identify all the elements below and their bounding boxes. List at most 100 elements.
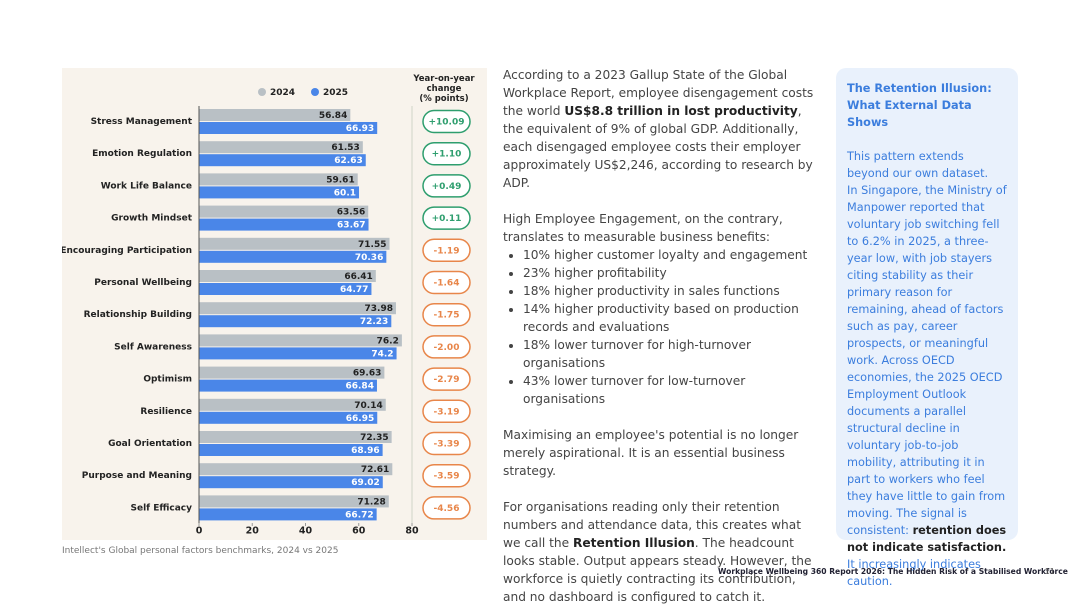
change-pill [422,367,471,391]
text-run: It increasingly indicates caution. [847,558,981,588]
category-label: Self Efficacy [130,503,192,513]
text-run: , the equivalent of 9% of global GDP. Ad… [503,104,813,190]
bar [199,379,377,392]
x-tick-label: 80 [405,526,419,537]
bullet-item: 18% higher productivity in sales functio… [523,282,821,300]
bar [199,283,372,295]
bar [199,141,363,154]
change-label: -1.19 [434,246,460,256]
bar [199,270,376,282]
value-label: 63.67 [337,221,365,231]
value-label: 66.95 [346,414,374,424]
category-label: Encouraging Participation [62,246,192,256]
text-run: High Employee Engagement, on the contrar… [503,212,783,244]
bar [199,508,377,521]
body-text: According to a 2023 Gallup State of the … [503,66,821,608]
sidebar-paragraph: This pattern extends beyond our own data… [847,148,1007,182]
bar [199,431,392,443]
x-tick-label: 20 [246,526,260,537]
legend-swatch [258,88,266,96]
bar [199,250,387,263]
change-label: -2.00 [434,343,460,353]
value-label: 66.93 [346,124,374,134]
bold-text: Retention Illusion [573,536,695,550]
bold-text: US$8.8 trillion in lost productivity [564,104,798,118]
value-label: 60.1 [334,188,356,198]
value-label: 56.84 [319,111,347,121]
bullet-item: 23% higher profitability [523,264,821,282]
category-label: Work Life Balance [101,181,192,191]
change-label: -3.39 [434,440,460,450]
value-label: 59.61 [326,175,354,185]
value-label: 73.98 [365,304,393,314]
change-label: -4.56 [434,504,460,514]
bar [199,122,378,134]
value-label: 71.28 [357,497,385,507]
category-label: Self Awareness [114,342,192,352]
change-pill [422,270,471,295]
bar [199,237,390,250]
change-label: +1.10 [432,150,462,160]
category-label: Stress Management [91,117,193,127]
change-label: -3.59 [434,472,460,482]
bold-text: retention does not indicate satisfaction… [847,524,1007,554]
change-label: -3.19 [434,407,460,417]
text-run: In Singapore, the Ministry of Manpower r… [847,184,1007,537]
bar [199,495,389,508]
category-label: Goal Orientation [108,439,192,449]
paragraph: For organisations reading only their ret… [503,498,821,606]
bar [199,218,369,231]
bar [199,205,369,218]
bar [199,366,385,379]
bar [199,411,378,424]
change-label: -1.75 [434,311,460,321]
value-label: 69.63 [353,369,381,379]
value-label: 72.23 [360,317,388,327]
footer-title: Workplace Wellbeing 360 Report 2026: The… [718,567,1068,576]
value-label: 76.2 [377,336,399,346]
text-run: According to a 2023 Gallup State of the … [503,68,814,118]
text-run: For organisations reading only their ret… [503,500,802,550]
value-label: 72.61 [361,465,389,475]
value-label: 74.2 [371,349,393,359]
bar [199,334,402,347]
change-label: -2.79 [434,375,460,385]
x-tick-label: 40 [299,526,313,537]
change-pill [422,174,471,198]
bar [199,173,358,186]
bullet-item: 18% lower turnover for high-turnover org… [523,336,821,372]
page-number: 11 [1045,567,1055,576]
change-pill [422,206,471,230]
paragraph: Maximising an employee's potential is no… [503,426,821,480]
legend-label: 2024 [270,88,295,98]
value-label: 70.14 [354,401,382,411]
x-tick-label: 0 [196,526,203,537]
change-pill [422,335,471,359]
value-label: 66.72 [345,510,373,520]
category-label: Growth Mindset [111,214,193,224]
change-pill [422,399,471,424]
bar [199,315,392,328]
value-label: 70.36 [355,253,383,263]
change-pill [422,496,471,520]
bar [199,398,386,411]
text-run: . The headcount looks stable. Output app… [503,536,812,604]
bullet-list: 10% higher customer loyalty and engageme… [503,246,821,408]
bullet-item: 43% lower turnover for low-turnover orga… [523,372,821,408]
category-label: Purpose and Meaning [82,471,192,481]
bar [199,444,383,456]
value-label: 61.53 [331,143,359,153]
legend-label: 2025 [323,88,348,98]
caption: Intellect's Global personal factors benc… [62,546,339,556]
bar [199,347,397,360]
change-label: +0.11 [432,214,462,224]
category-label: Emotion Regulation [92,149,192,159]
x-tick-label: 60 [352,526,366,537]
change-pill [422,109,471,134]
bar [199,463,393,476]
value-label: 63.56 [337,208,365,218]
change-pill [422,238,471,263]
value-label: 66.84 [345,382,373,392]
change-pill [422,431,471,456]
